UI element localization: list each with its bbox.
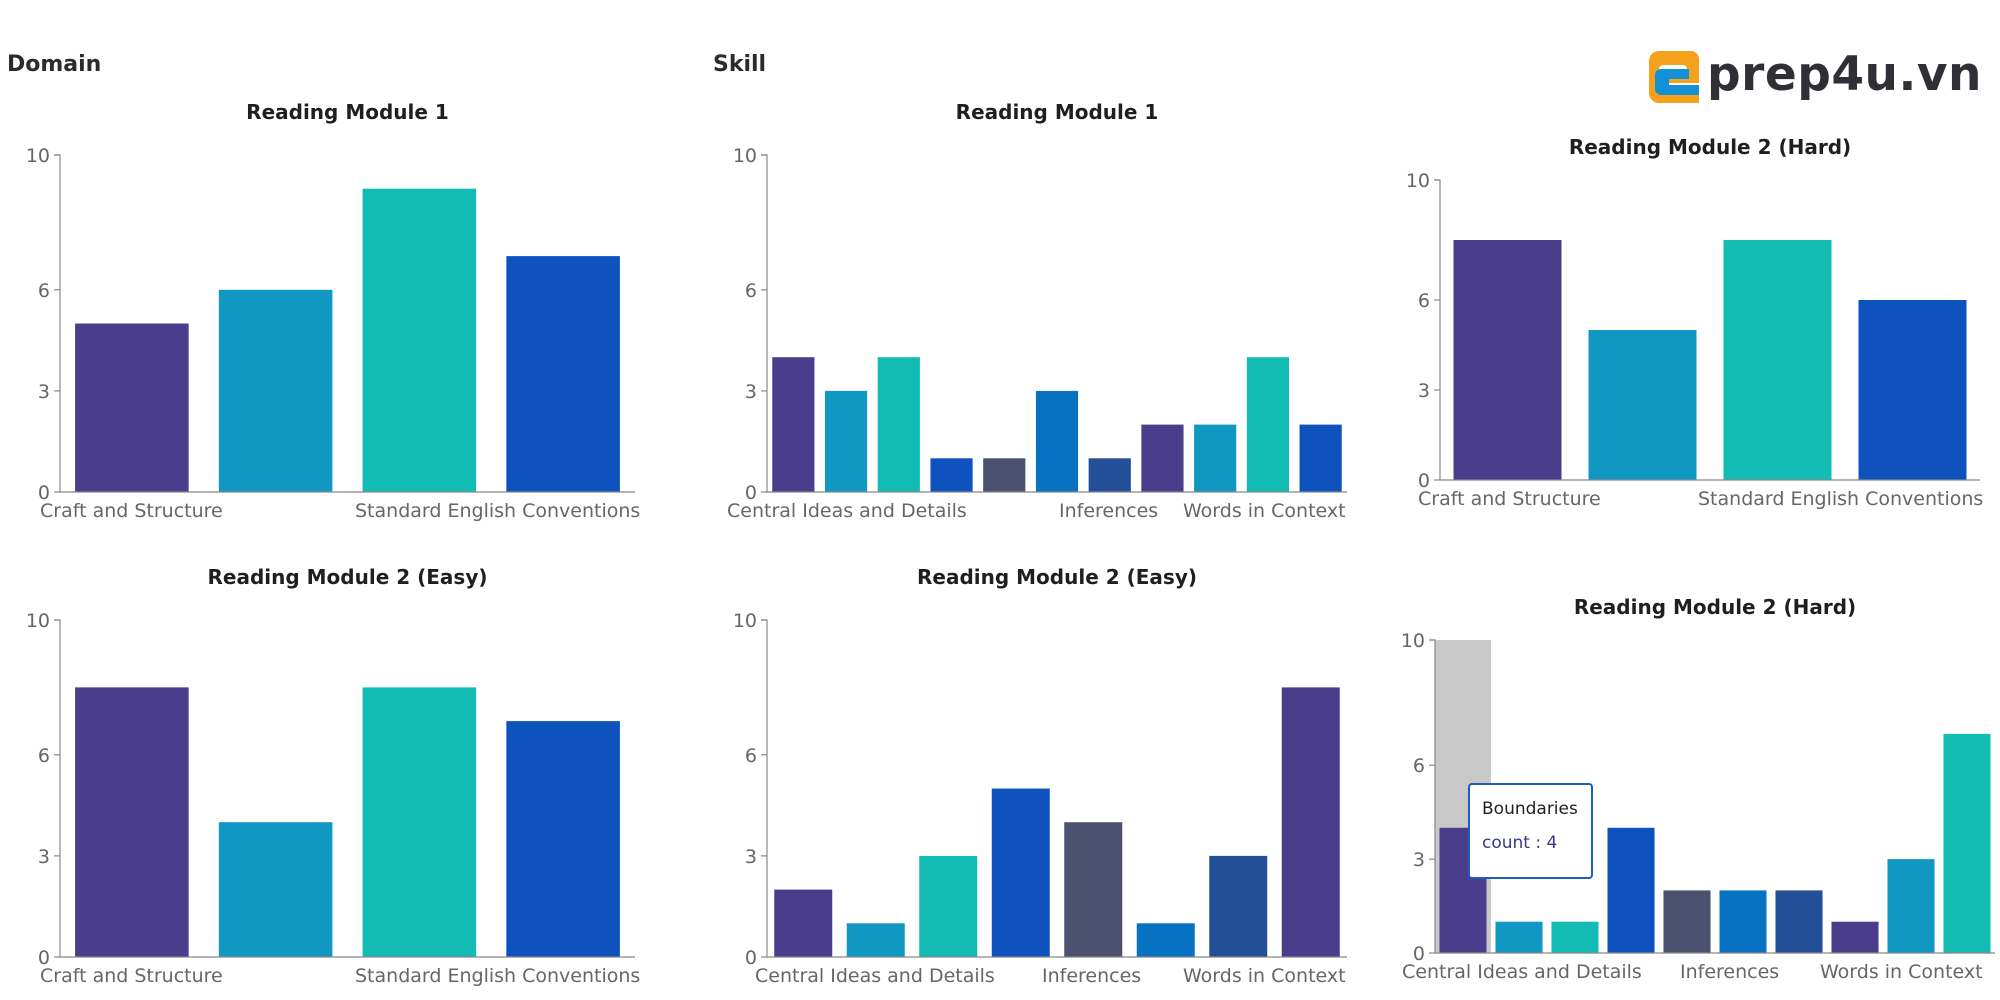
x-category-label: Central Ideas and Details xyxy=(1402,961,1642,983)
bar[interactable] xyxy=(1943,733,1991,953)
x-category-label: Craft and Structure xyxy=(40,500,223,522)
x-category-label: Words in Context xyxy=(1820,961,1983,983)
y-tick-label: 0 xyxy=(745,482,757,504)
brand-logo[interactable]: prep4u.vn xyxy=(1647,44,1981,106)
x-category-label: Central Ideas and Details xyxy=(727,500,967,522)
chart-skill-module1: Reading Module 1 0 3 6 10 Central Ideas and D… xyxy=(707,95,1367,525)
bar[interactable] xyxy=(919,855,978,957)
x-category-label: Inferences xyxy=(1059,500,1158,522)
bar[interactable] xyxy=(991,788,1050,958)
y-tick-label: 10 xyxy=(26,610,50,632)
y-tick-label: 6 xyxy=(38,280,50,302)
bar[interactable] xyxy=(1281,687,1340,957)
bar[interactable] xyxy=(1719,890,1767,953)
chart-tooltip: Boundaries count : 4 xyxy=(1468,783,1593,879)
y-tick-label: 0 xyxy=(38,947,50,969)
x-category-label: Words in Context xyxy=(1183,965,1346,987)
x-category-label: Inferences xyxy=(1680,961,1779,983)
chart-title: Reading Module 2 (Easy) xyxy=(208,565,488,589)
bar[interactable] xyxy=(930,458,973,492)
logo-text: prep4u.vn xyxy=(1707,47,1982,102)
bar[interactable] xyxy=(1064,822,1123,957)
bar[interactable] xyxy=(1775,890,1823,953)
bar[interactable] xyxy=(846,923,905,957)
bar[interactable] xyxy=(1299,424,1342,492)
chart-domain-module2-easy: Reading Module 2 (Easy) 0 3 6 10 Craft and St… xyxy=(0,560,660,990)
bar[interactable] xyxy=(1723,240,1832,480)
bar[interactable] xyxy=(774,889,833,957)
chart-domain-module1: Reading Module 1 0 3 6 10 Craft and Structure… xyxy=(0,95,660,525)
y-tick-label: 3 xyxy=(745,381,757,403)
chart-domain-module2-hard: Reading Module 2 (Hard) 0 3 6 10 Craft and St… xyxy=(1380,130,2000,530)
chart-title: Reading Module 1 xyxy=(956,100,1159,124)
y-tick-label: 10 xyxy=(733,610,757,632)
bar[interactable] xyxy=(506,721,620,957)
y-tick-label: 10 xyxy=(733,145,757,167)
y-tick-label: 0 xyxy=(1418,470,1430,492)
y-tick-label: 3 xyxy=(38,381,50,403)
tooltip-title: Boundaries xyxy=(1482,799,1578,819)
tooltip-value: count : 4 xyxy=(1482,833,1558,853)
section-label-domain: Domain xyxy=(7,52,102,77)
bar[interactable] xyxy=(825,390,868,492)
chart-title: Reading Module 2 (Hard) xyxy=(1569,135,1851,159)
chart-title: Reading Module 2 (Hard) xyxy=(1574,595,1856,619)
x-category-label: Standard English Conventions xyxy=(355,965,640,987)
bar[interactable] xyxy=(362,188,477,492)
y-tick-label: 6 xyxy=(1413,755,1425,777)
bar[interactable] xyxy=(772,357,815,492)
bar[interactable] xyxy=(1887,859,1935,953)
bar[interactable] xyxy=(506,256,620,492)
bar[interactable] xyxy=(1453,240,1562,480)
x-category-label: Standard English Conventions xyxy=(355,500,640,522)
y-tick-label: 3 xyxy=(1413,849,1425,871)
x-category-label: Craft and Structure xyxy=(1418,488,1601,510)
y-tick-label: 3 xyxy=(38,846,50,868)
chart-title: Reading Module 1 xyxy=(246,100,449,124)
x-category-label: Standard English Conventions xyxy=(1698,488,1983,510)
bar[interactable] xyxy=(1663,890,1711,953)
y-tick-label: 6 xyxy=(745,280,757,302)
y-tick-label: 6 xyxy=(745,745,757,767)
section-label-skill: Skill xyxy=(713,52,767,77)
bar[interactable] xyxy=(1551,921,1599,953)
bar[interactable] xyxy=(1495,921,1543,953)
bar[interactable] xyxy=(1246,357,1289,492)
bar[interactable] xyxy=(1194,424,1237,492)
x-category-label: Inferences xyxy=(1042,965,1141,987)
bar[interactable] xyxy=(362,687,477,957)
bar[interactable] xyxy=(1141,424,1184,492)
bar[interactable] xyxy=(983,458,1026,492)
y-tick-label: 0 xyxy=(38,482,50,504)
y-tick-label: 10 xyxy=(1401,630,1425,652)
y-tick-label: 3 xyxy=(745,846,757,868)
chart-skill-module2-easy: Reading Module 2 (Easy) 0 3 6 10 Central Idea… xyxy=(707,560,1367,990)
y-tick-label: 6 xyxy=(38,745,50,767)
x-category-label: Words in Context xyxy=(1183,500,1346,522)
y-tick-label: 6 xyxy=(1418,290,1430,312)
x-category-label: Central Ideas and Details xyxy=(755,965,995,987)
bar[interactable] xyxy=(877,357,920,492)
y-tick-label: 3 xyxy=(1418,380,1430,402)
x-category-label: Craft and Structure xyxy=(40,965,223,987)
chart-title: Reading Module 2 (Easy) xyxy=(917,565,1197,589)
bar[interactable] xyxy=(75,687,189,957)
y-tick-label: 10 xyxy=(26,145,50,167)
bar[interactable] xyxy=(1088,458,1131,492)
bar[interactable] xyxy=(1035,390,1079,492)
logo-mark-icon xyxy=(1649,51,1699,103)
bar[interactable] xyxy=(1607,827,1655,953)
bar[interactable] xyxy=(1209,855,1268,957)
bar[interactable] xyxy=(1858,300,1967,480)
y-tick-label: 0 xyxy=(745,947,757,969)
y-tick-label: 0 xyxy=(1413,943,1425,965)
bar[interactable] xyxy=(1588,330,1697,480)
bar[interactable] xyxy=(75,323,189,493)
bar[interactable] xyxy=(1831,921,1879,953)
bar[interactable] xyxy=(218,822,333,957)
bar[interactable] xyxy=(218,289,333,492)
bar[interactable] xyxy=(1136,923,1195,957)
y-tick-label: 10 xyxy=(1406,170,1430,192)
